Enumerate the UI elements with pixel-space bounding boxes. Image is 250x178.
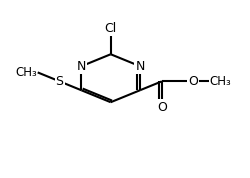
Text: CH₃: CH₃ bbox=[15, 66, 37, 79]
Text: S: S bbox=[56, 75, 64, 88]
Text: N: N bbox=[77, 60, 86, 73]
Text: O: O bbox=[157, 101, 167, 114]
Text: N: N bbox=[135, 60, 145, 73]
Text: Cl: Cl bbox=[104, 22, 117, 35]
Text: CH₃: CH₃ bbox=[210, 75, 232, 88]
Text: O: O bbox=[188, 75, 198, 88]
